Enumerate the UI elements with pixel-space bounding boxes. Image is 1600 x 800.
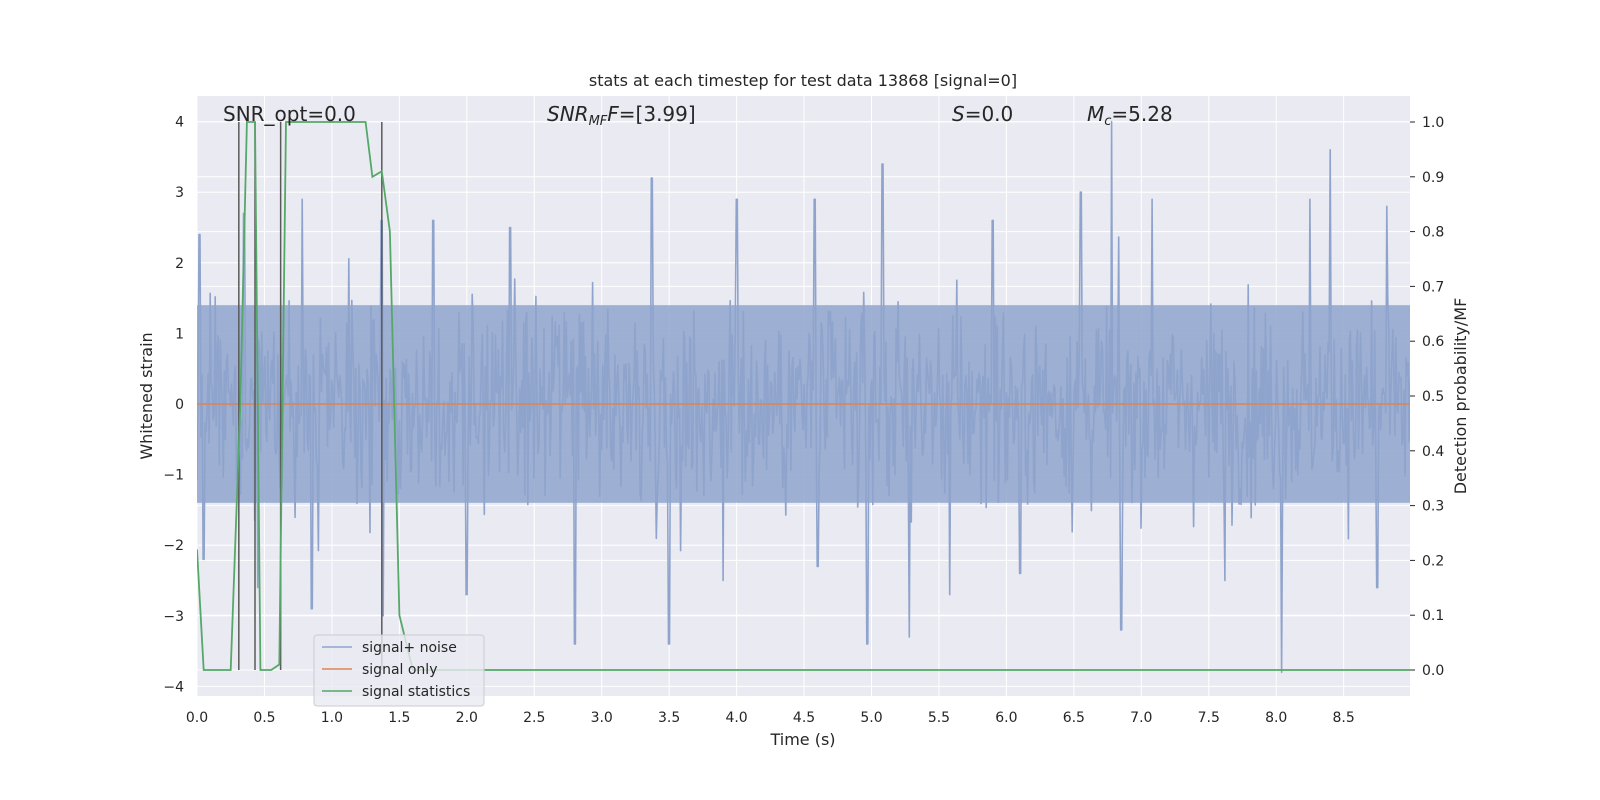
y-left-tick-label: 3	[175, 185, 184, 201]
annotation-mc: Mc=5.28	[1087, 102, 1173, 129]
y-right-axis-ticks: 1.0 0.9 0.8 0.7 0.6 0.5 0.4 0.3 0.2 0.1 0.0	[1410, 115, 1444, 679]
legend-label-signal-plus-noise: signal+ noise	[362, 640, 457, 656]
y-right-tick-label: 0.6	[1422, 334, 1444, 350]
x-axis-label: Time (s)	[769, 730, 835, 749]
x-tick-label: 5.5	[928, 710, 950, 726]
legend-label-signal-statistics: signal statistics	[362, 684, 470, 700]
annotation-snr-mf-var: SNR	[547, 102, 589, 126]
y-left-tick-label: 4	[175, 115, 184, 131]
y-right-tick-label: 0.7	[1422, 279, 1444, 295]
y-left-axis-ticks: 4 3 2 1 0 −1 −2 −3 −4	[163, 115, 184, 696]
annotation-mc-var: M	[1087, 102, 1104, 126]
series-signal-plus-noise-line	[197, 120, 1410, 674]
x-tick-label: 2.5	[523, 710, 545, 726]
annotation-mc-sub: c	[1104, 114, 1111, 129]
annotation-mc-value: =5.28	[1111, 102, 1172, 126]
x-tick-label: 1.5	[388, 710, 410, 726]
y-left-tick-label: −2	[163, 538, 184, 554]
x-tick-label: 8.5	[1333, 710, 1355, 726]
x-tick-label: 3.0	[591, 710, 613, 726]
x-axis-ticks: 0.0 0.5 1.0 1.5 2.0 2.5 3.0 3.5 4.0 4.5 5.0 5.5 6.0 6…	[186, 710, 1355, 726]
annotation-snr-mf: SNRMFF=[3.99]	[547, 102, 696, 129]
legend-label-signal-only: signal only	[362, 662, 437, 678]
x-tick-label: 6.5	[1063, 710, 1085, 726]
x-tick-label: 7.5	[1198, 710, 1220, 726]
y-right-tick-label: 0.1	[1422, 608, 1444, 624]
x-tick-label: 4.0	[725, 710, 747, 726]
annotation-snr-mf-sub: MF	[589, 114, 608, 129]
x-tick-label: 0.0	[186, 710, 208, 726]
annotation-snr-opt: SNR_opt=0.0	[223, 102, 356, 126]
y-right-tick-label: 0.8	[1422, 225, 1444, 241]
y-right-tick-label: 1.0	[1422, 115, 1444, 131]
y-left-tick-label: −3	[163, 609, 184, 625]
y-left-tick-label: −1	[163, 468, 184, 484]
x-tick-label: 8.0	[1265, 710, 1287, 726]
x-tick-label: 7.0	[1130, 710, 1152, 726]
y-left-tick-label: 1	[175, 326, 184, 342]
annotation-s-var: S	[952, 102, 965, 126]
y-right-tick-label: 0.0	[1422, 663, 1444, 679]
annotation-snr-mf-value: =[3.99]	[619, 102, 696, 126]
x-tick-label: 4.5	[793, 710, 815, 726]
x-tick-label: 6.0	[995, 710, 1017, 726]
y-left-axis-label: Whitened strain	[137, 332, 156, 459]
y-right-tick-label: 0.2	[1422, 553, 1444, 569]
y-right-tick-label: 0.3	[1422, 499, 1444, 515]
annotation-s: S=0.0	[952, 102, 1013, 126]
legend-box	[313, 634, 485, 707]
x-tick-label: 3.5	[658, 710, 680, 726]
x-tick-label: 1.0	[321, 710, 343, 726]
y-right-tick-label: 0.5	[1422, 389, 1444, 405]
x-tick-label: 2.0	[456, 710, 478, 726]
y-left-tick-label: −4	[163, 679, 184, 695]
x-tick-label: 0.5	[253, 710, 275, 726]
y-left-tick-label: 2	[175, 256, 184, 272]
x-tick-label: 5.0	[860, 710, 882, 726]
y-right-tick-label: 0.4	[1422, 444, 1444, 460]
legend: signal+ noise signal only signal statist…	[313, 634, 485, 707]
annotation-s-value: =0.0	[965, 102, 1014, 126]
y-right-tick-label: 0.9	[1422, 170, 1444, 186]
chart-title: stats at each timestep for test data 138…	[589, 71, 1017, 90]
y-left-tick-label: 0	[175, 397, 184, 413]
y-right-axis-label: Detection probability/MF	[1451, 298, 1470, 495]
